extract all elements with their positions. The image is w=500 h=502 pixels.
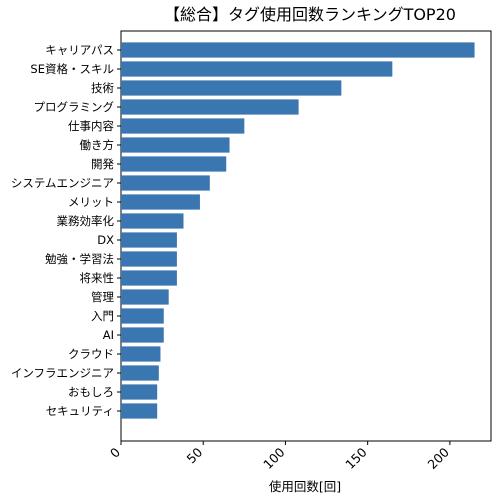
x-tick-label-3: 150 xyxy=(342,444,370,472)
bar-18 xyxy=(121,384,158,400)
y-tick-label-9: 業務効率化 xyxy=(57,214,115,228)
y-tick-label-16: クラウド xyxy=(68,347,114,361)
bar-8 xyxy=(121,194,200,210)
x-tick-label-0: 0 xyxy=(107,444,123,460)
y-tick-label-7: システムエンジニア xyxy=(11,176,114,190)
plot-area: キャリアパス SE資格・スキル技術プログラミング仕事内容働き方開発システムエンジニ… xyxy=(11,30,492,472)
y-tick-label-3: プログラミング xyxy=(34,100,115,114)
bar-12 xyxy=(121,270,177,286)
y-tick-label-11: 勉強・学習法 xyxy=(45,252,114,266)
bar-10 xyxy=(121,232,177,248)
bar-7 xyxy=(121,175,210,191)
y-tick-label-18: おもしろ xyxy=(68,385,114,399)
y-tick-label-8: メリット xyxy=(68,195,114,209)
bar-5 xyxy=(121,137,230,153)
y-tick-label-12: 将来性 xyxy=(80,271,115,285)
y-tick-label-10: DX xyxy=(97,233,114,247)
y-tick-label-13: 管理 xyxy=(91,290,114,304)
y-tick-label-15: AI xyxy=(103,328,114,342)
bar-19 xyxy=(121,403,158,419)
x-tick-label-1: 50 xyxy=(183,444,205,466)
bar-11 xyxy=(121,251,177,267)
bar-0 xyxy=(121,42,475,58)
bar-14 xyxy=(121,308,164,324)
y-tick-label-6: 開発 xyxy=(91,157,114,171)
chart-title: 【総合】タグ使用回数ランキングTOP20 xyxy=(164,5,456,24)
y-tick-label-17: インフラエンジニア xyxy=(11,366,114,380)
y-tick-label-4: 仕事内容 xyxy=(68,119,114,133)
bar-17 xyxy=(121,365,159,381)
y-tick-label-14: 入門 xyxy=(91,309,114,323)
x-axis-label: 使用回数[回] xyxy=(269,479,341,494)
bar-15 xyxy=(121,327,164,343)
bar-2 xyxy=(121,80,342,96)
y-tick-label-2: 技術 xyxy=(91,81,114,95)
y-tick-label-19: セキュリティ xyxy=(46,404,114,418)
bar-16 xyxy=(121,346,161,362)
bar-1 xyxy=(121,61,393,77)
bar-6 xyxy=(121,156,227,172)
bar-4 xyxy=(121,118,245,134)
y-tick-label-0: キャリアパス xyxy=(45,43,114,57)
x-tick-label-4: 200 xyxy=(425,444,453,472)
x-tick-label-2: 100 xyxy=(260,444,288,472)
y-tick-label-5: 働き方 xyxy=(80,138,115,152)
y-tick-label-1: SE資格・スキル xyxy=(30,62,114,76)
bar-13 xyxy=(121,289,169,305)
bar-9 xyxy=(121,213,184,229)
bar-3 xyxy=(121,99,299,115)
